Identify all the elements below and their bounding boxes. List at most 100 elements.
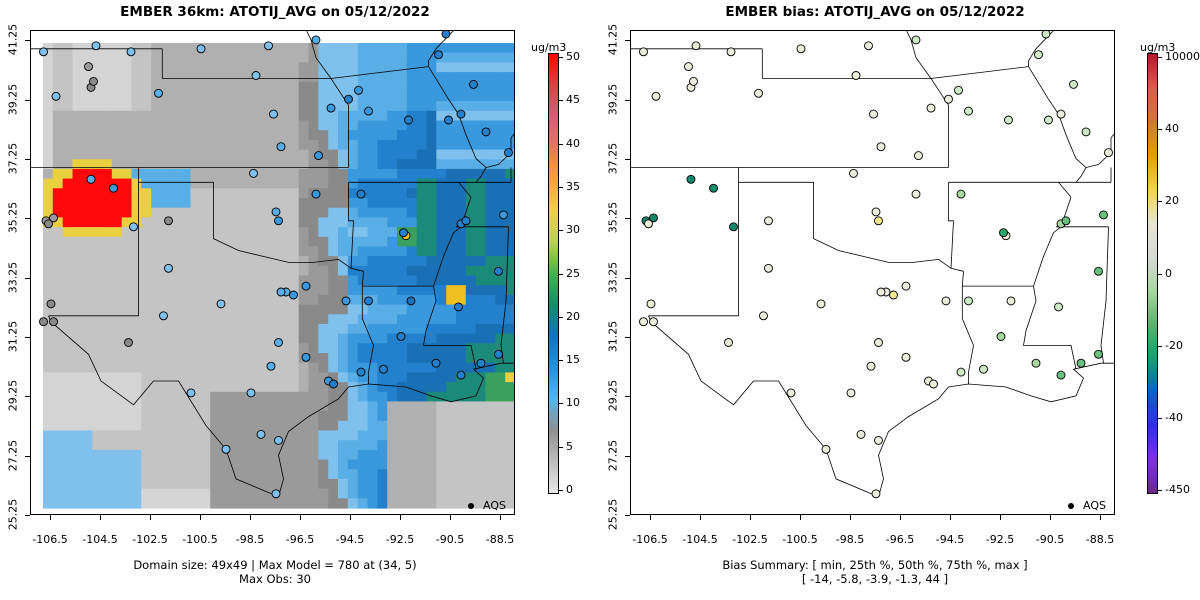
model-grid-cell [288,265,300,277]
observation-point [269,109,278,119]
model-grid-cell [220,304,231,315]
model-grid-cell [308,304,319,315]
model-grid-cell [298,294,310,306]
model-grid-cell [279,488,290,499]
model-grid-cell [416,188,428,199]
model-grid-cell [416,343,428,354]
model-grid-cell [397,246,408,257]
x-tick-label: -100.5 [182,533,218,546]
model-grid-cell [406,101,418,112]
model-grid-cell [377,81,388,93]
model-grid-cell [102,420,113,432]
model-grid-cell [82,449,93,461]
model-grid-cell [220,333,231,344]
model-grid-cell [328,449,339,461]
model-grid-cell [43,159,54,170]
model-grid-cell [121,139,133,151]
model-grid-cell [269,256,280,267]
model-grid-cell [397,440,408,451]
model-grid-cell [456,314,467,325]
model-grid-cell [485,188,496,199]
model-grid-cell [269,217,280,228]
model-grid-cell [288,401,300,412]
model-grid-cell [465,488,477,499]
model-grid-cell [52,246,64,257]
observation-point [356,189,366,199]
model-grid-cell [82,265,93,277]
model-grid-cell [62,391,74,403]
model-grid-cell [259,333,270,344]
model-grid-cell [229,130,241,141]
model-grid-cell [43,343,54,354]
model-grid-cell [465,459,477,470]
model-grid-cell [220,488,231,499]
model-grid-cell [190,411,201,422]
model-grid-cell [131,120,142,131]
model-grid-cell [269,120,280,131]
model-grid-cell [151,120,162,131]
observation-point [274,338,283,347]
model-grid-cell [82,304,93,315]
model-grid-cell [131,294,142,306]
model-grid-cell [397,304,408,315]
model-grid-cell [288,52,300,63]
model-grid-cell [288,236,300,248]
model-grid-cell [200,62,211,73]
observation-point [186,388,196,398]
model-grid-cell [220,130,231,141]
model-grid-cell [416,256,428,267]
model-grid-cell [338,265,349,277]
model-grid-cell [82,246,93,257]
model-grid-cell [328,304,339,315]
model-grid-cell [298,314,310,325]
model-grid-cell [328,52,339,63]
model-grid-cell [456,227,467,238]
model-grid-cell [249,207,260,218]
model-grid-cell [436,139,447,151]
model-grid-cell [180,120,192,131]
model-grid-cell [249,343,260,354]
model-grid-cell [82,459,93,470]
model-grid-cell [72,72,83,83]
model-grid-cell [170,149,182,160]
model-grid-cell [465,91,477,102]
model-grid-cell [43,178,54,189]
colorbar-tick-mark [559,100,563,102]
model-grid-cell [505,420,514,432]
model-grid-cell [269,469,280,480]
model-grid-cell [288,411,300,422]
observation-point [49,213,58,223]
model-grid-cell [397,362,408,373]
model-grid-cell [397,323,408,335]
model-grid-cell [43,120,54,131]
model-grid-cell [318,149,329,160]
model-grid-cell [259,110,270,122]
model-grid-cell [328,62,339,73]
model-grid-cell [62,72,74,83]
colorbar-tick-mark [559,143,563,145]
model-grid-cell [416,449,428,461]
model-grid-cell [190,81,201,93]
model-grid-cell [72,52,83,63]
model-grid-cell [190,246,201,257]
model-grid-cell [229,459,241,470]
model-grid-cell [485,72,496,83]
model-grid-cell [485,120,496,131]
x-tick-label: -88.5 [1085,533,1115,546]
model-grid-cell [200,149,211,160]
model-grid-cell [239,401,251,412]
model-grid-cell [446,430,457,441]
model-grid-cell [151,304,162,315]
model-grid-cell [269,459,280,470]
model-grid-cell [416,469,428,480]
model-grid-cell [180,168,192,180]
model-grid-cell [151,256,162,267]
model-grid-cell [210,198,221,209]
model-grid-cell [288,353,300,364]
model-grid-cell [249,411,260,422]
model-grid-cell [328,294,339,306]
model-grid-cell [161,81,172,93]
model-grid-cell [141,139,152,151]
model-grid-cell [121,246,133,257]
model-grid-cell [416,246,428,257]
